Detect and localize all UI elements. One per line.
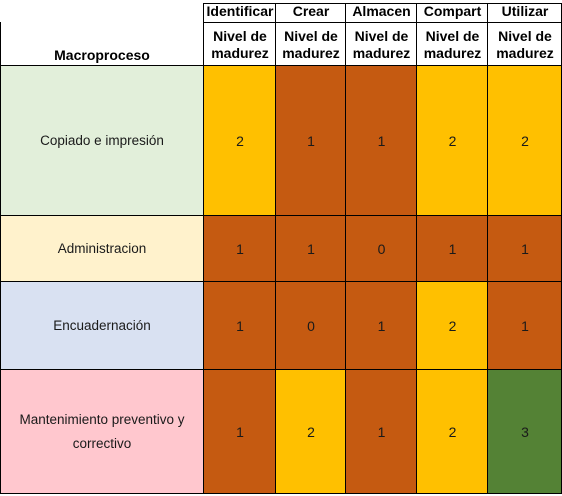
sub-label-line1: Nivel de [498,27,552,44]
value-cell: 1 [276,66,346,216]
row-label-administracion: Administracion [0,216,204,282]
row-label-encuadernacion: Encuadernación [0,282,204,370]
grid-line [0,281,562,282]
value-cell: 1 [276,216,346,282]
value-cell: 1 [346,66,417,216]
grid-line [0,215,562,216]
value-cell: 2 [417,66,488,216]
value-cell: 1 [488,216,562,282]
sub-label-line2: madurez [211,44,269,61]
header-stage-compart: Compart [423,3,482,19]
sub-label-line1: Nivel de [213,27,267,44]
header-corner [0,0,204,23]
row-label-mantenimiento: Mantenimiento preventivo y correctivo [0,370,204,494]
grid-line [203,3,204,494]
sub-label-line1: Nivel de [284,27,338,44]
grid-line [275,3,276,494]
grid-line [0,369,562,370]
value-cell: 1 [417,216,488,282]
sub-label-line1: Nivel de [425,27,480,44]
value-cell: 1 [204,370,276,494]
sub-label-line2: madurez [352,44,411,61]
header-sub-utilizar: Nivel de madurez [488,23,562,66]
grid-line [0,493,562,494]
header-sub-almacen: Nivel de madurez [346,23,417,66]
header-stage-utilizar: Utilizar [501,3,549,19]
grid-line [0,22,1,494]
header-stage-identificar: Identificar [206,3,274,19]
value-cell: 2 [417,282,488,370]
value-cell: 1 [204,282,276,370]
value-cell: 3 [488,370,562,494]
grid-line [0,65,562,66]
header-stage-almacen: Almacen [352,3,411,19]
grid-line [204,22,562,23]
sub-label-line2: madurez [496,44,554,61]
value-cell: 2 [276,370,346,494]
sub-label-line1: Nivel de [354,27,409,44]
value-cell: 2 [488,66,562,216]
value-cell: 0 [276,282,346,370]
grid-line [487,3,488,494]
header-stage-crear: Crear [292,3,330,19]
value-cell: 2 [204,66,276,216]
value-cell: 1 [346,282,417,370]
grid-line [345,3,346,494]
sub-label-line2: madurez [423,44,482,61]
value-cell: 1 [346,370,417,494]
value-cell: 1 [204,216,276,282]
value-cell: 0 [346,216,417,282]
row-label-copiado: Copiado e impresión [0,66,204,216]
value-cell: 1 [488,282,562,370]
header-sub-crear: Nivel de madurez [276,23,346,66]
header-sub-compart: Nivel de madurez [417,23,488,66]
sub-label-line2: madurez [282,44,340,61]
header-sub-identificar: Nivel de madurez [204,23,276,66]
grid-line [416,3,417,494]
grid-line [204,3,562,4]
header-macroproceso: Macroproceso [54,47,150,63]
value-cell: 2 [417,370,488,494]
